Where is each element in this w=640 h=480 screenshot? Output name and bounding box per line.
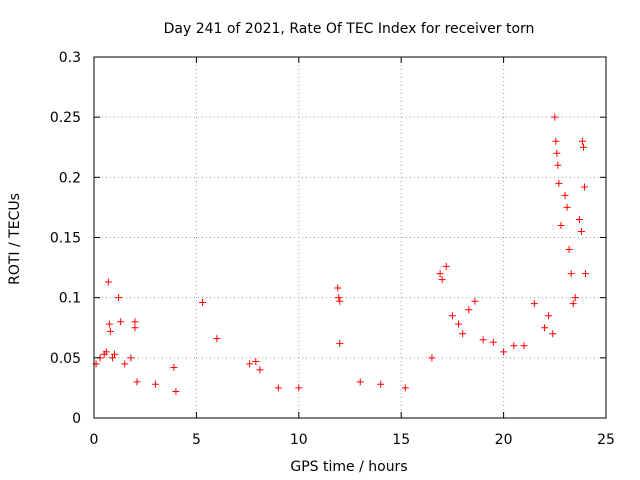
data-point — [582, 270, 590, 278]
data-point — [131, 324, 139, 332]
data-point — [489, 338, 497, 346]
data-point — [199, 298, 207, 306]
data-point — [578, 137, 586, 145]
data-point — [459, 330, 467, 338]
data-point — [336, 297, 344, 305]
data-point — [115, 294, 123, 302]
data-point — [471, 297, 479, 305]
data-point — [401, 384, 409, 392]
x-tick-label: 10 — [290, 432, 308, 448]
data-point — [577, 227, 585, 235]
data-point — [151, 380, 159, 388]
y-tick-labels: 0 0.05 0.1 0.15 0.2 0.25 0.3 — [50, 50, 81, 427]
plot-frame — [93, 56, 607, 419]
y-tick-label: 0.1 — [59, 291, 81, 307]
data-point — [553, 149, 561, 157]
data-point — [510, 342, 518, 350]
x-tick-label: 15 — [392, 432, 410, 448]
data-point — [334, 284, 342, 292]
x-tick-label: 20 — [495, 432, 513, 448]
data-point — [571, 294, 579, 302]
data-point — [563, 203, 571, 211]
data-point — [106, 327, 114, 335]
data-points — [92, 113, 590, 396]
data-point — [356, 378, 364, 386]
data-point — [520, 342, 528, 350]
data-point — [377, 380, 385, 388]
data-point — [336, 339, 344, 347]
data-point — [246, 360, 254, 368]
data-point — [541, 324, 549, 332]
data-point — [554, 161, 562, 169]
data-point — [442, 262, 450, 270]
data-point — [436, 270, 444, 278]
y-tick-label: 0.05 — [50, 351, 81, 367]
data-point — [117, 318, 125, 326]
y-tick-label: 0.3 — [59, 50, 81, 66]
data-point — [335, 294, 343, 302]
data-point — [575, 215, 583, 223]
data-point — [530, 300, 538, 308]
data-point — [213, 335, 221, 343]
data-point — [428, 354, 436, 362]
data-point — [579, 143, 587, 151]
data-point — [256, 366, 264, 374]
data-point — [110, 350, 118, 358]
x-tick-label: 0 — [90, 432, 99, 448]
y-tick-label: 0 — [72, 411, 81, 427]
data-point — [131, 318, 139, 326]
grid-lines — [94, 57, 606, 418]
data-point — [438, 276, 446, 284]
data-point — [274, 384, 282, 392]
data-point — [545, 312, 553, 320]
data-point — [121, 360, 129, 368]
data-point — [549, 330, 557, 338]
data-point — [127, 354, 135, 362]
data-point — [102, 348, 110, 356]
y-tick-label: 0.25 — [50, 110, 81, 126]
data-point — [108, 354, 116, 362]
data-point — [479, 336, 487, 344]
data-point — [295, 384, 303, 392]
data-point — [500, 348, 508, 356]
data-point — [565, 246, 573, 254]
x-tick-label: 5 — [192, 432, 201, 448]
plot-border — [93, 56, 607, 419]
data-point — [465, 306, 473, 314]
data-point — [448, 312, 456, 320]
data-point — [569, 300, 577, 308]
data-point — [104, 278, 112, 286]
data-point — [170, 363, 178, 371]
data-point — [561, 191, 569, 199]
data-point — [552, 137, 560, 145]
x-axis-label: GPS time / hours — [290, 459, 407, 475]
data-point — [252, 357, 260, 365]
data-point — [133, 378, 141, 386]
y-axis-label: ROTI / TECUs — [7, 193, 23, 285]
data-point — [555, 179, 563, 187]
x-tick-label: 25 — [597, 432, 615, 448]
data-point — [105, 320, 113, 328]
y-tick-label: 0.2 — [59, 170, 81, 186]
chart-title: Day 241 of 2021, Rate Of TEC Index for r… — [164, 21, 535, 37]
y-tick-label: 0.15 — [50, 231, 81, 247]
x-tick-labels: 0 5 10 15 20 25 — [90, 432, 615, 448]
data-point — [580, 183, 588, 191]
data-point — [567, 270, 575, 278]
data-point — [551, 113, 559, 121]
data-point — [172, 388, 180, 396]
data-point — [455, 320, 463, 328]
data-point — [557, 221, 565, 229]
